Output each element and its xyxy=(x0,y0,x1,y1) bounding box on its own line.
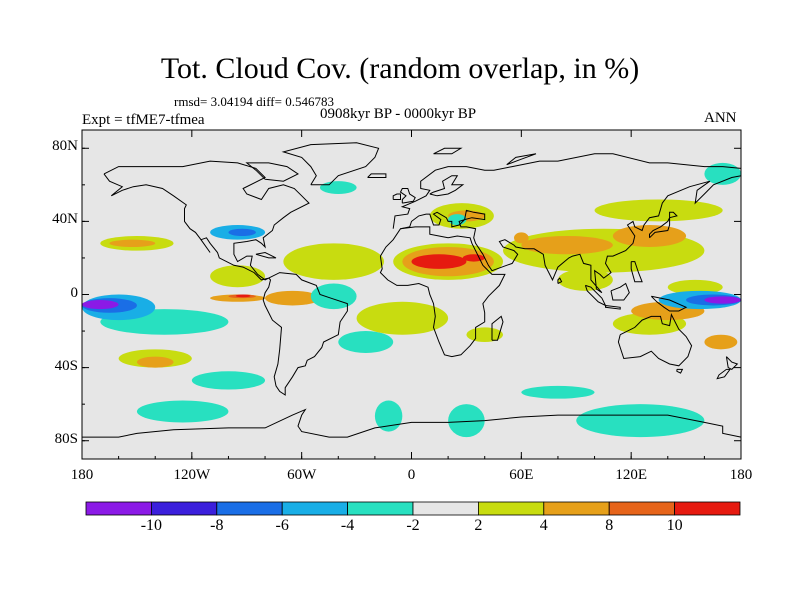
colorbar-bin xyxy=(216,501,283,516)
anomaly-region xyxy=(109,239,156,247)
coastline xyxy=(103,160,310,281)
colorbar-label: 10 xyxy=(666,517,683,534)
experiment-label: Expt = tfME7-tfmea xyxy=(82,112,205,128)
colorbar-bin xyxy=(477,501,545,516)
colorbar-label: 2 xyxy=(474,517,483,534)
y-tick-label: 40N xyxy=(52,211,78,228)
period-label: 0908kyr BP - 0000kyr BP xyxy=(320,106,477,122)
y-tick-label: 80N xyxy=(52,138,78,155)
y-tick-label: 80S xyxy=(54,430,78,447)
y-tick-label: 40S xyxy=(54,357,78,374)
anomaly-region xyxy=(228,228,256,237)
anomaly-region xyxy=(521,236,613,255)
anomaly-region xyxy=(411,254,467,269)
anomaly-region xyxy=(704,296,741,304)
plot-title: Tot. Cloud Cov. (random overlap, in %) xyxy=(160,52,640,85)
coastline xyxy=(399,188,416,204)
coastline xyxy=(610,282,630,301)
anomaly-region xyxy=(283,243,385,280)
anomaly-region xyxy=(319,181,357,194)
coastline xyxy=(429,175,465,197)
coastline xyxy=(255,251,277,259)
x-tick-label: 180 xyxy=(70,467,94,483)
coastline xyxy=(630,261,643,283)
coastline xyxy=(725,356,739,371)
anomaly-region xyxy=(594,199,723,222)
anomaly-region xyxy=(82,299,119,310)
anomaly-region xyxy=(338,331,394,353)
coastline xyxy=(605,305,621,310)
x-tick-label: 120E xyxy=(615,467,647,483)
coastline xyxy=(392,153,742,229)
colorbar-label: 4 xyxy=(539,517,548,534)
anomaly-region xyxy=(514,232,529,244)
colorbar xyxy=(85,501,741,516)
x-tick-label: 60E xyxy=(509,467,534,483)
coastline xyxy=(262,272,348,396)
coastline xyxy=(245,162,299,182)
axis-ticks xyxy=(81,130,742,459)
anomaly-region xyxy=(374,400,403,432)
coastline-layer xyxy=(82,142,742,438)
anomaly-region xyxy=(210,265,266,288)
colorbar-bin xyxy=(543,501,610,516)
colorbar-label: -10 xyxy=(140,517,163,534)
stats-line: rmsd= 3.04194 diff= 0.546783 xyxy=(174,94,334,109)
anomaly-region xyxy=(265,290,320,306)
coastline xyxy=(676,368,684,374)
coastline xyxy=(716,368,731,380)
coastline xyxy=(491,315,504,341)
anomaly-region xyxy=(356,301,449,335)
colorbar-bin xyxy=(674,501,741,516)
x-tick-label: 120W xyxy=(173,467,211,483)
colorbar-bin xyxy=(281,501,349,516)
anomaly-region xyxy=(448,404,485,438)
anomaly-region xyxy=(136,356,174,368)
colorbar-label: 8 xyxy=(605,517,614,534)
anomaly-region xyxy=(235,294,251,298)
coastline xyxy=(617,313,693,367)
anomaly-region xyxy=(557,268,613,291)
anomaly-region xyxy=(667,279,723,295)
anomaly-region xyxy=(310,283,357,310)
coastline xyxy=(400,175,742,294)
colorbar-label: -6 xyxy=(275,517,289,534)
coastline xyxy=(669,211,678,219)
coastline xyxy=(557,277,563,284)
x-tick-label: 0 xyxy=(407,467,416,483)
colorbar-label: -2 xyxy=(406,517,420,534)
anomaly-region xyxy=(462,254,485,262)
anomaly-region xyxy=(136,400,229,423)
anomaly-field-layer xyxy=(82,162,742,438)
anomaly-region xyxy=(521,385,595,399)
coastline xyxy=(367,173,387,178)
colorbar-bin xyxy=(608,501,676,516)
coastline xyxy=(650,295,688,312)
colorbar-bin xyxy=(85,501,152,516)
y-tick-label: 0 xyxy=(70,284,79,301)
colorbar-bin xyxy=(412,501,479,516)
coastline xyxy=(82,408,742,438)
anomaly-region xyxy=(704,334,738,350)
coastline xyxy=(392,193,401,200)
anomaly-region xyxy=(191,371,266,390)
anomaly-region xyxy=(576,404,705,438)
coastline xyxy=(506,153,537,166)
coastline xyxy=(649,217,671,239)
x-tick-label: 180 xyxy=(729,467,753,483)
anomaly-region xyxy=(704,162,741,185)
colorbar-bin xyxy=(347,501,414,516)
season-label: ANN xyxy=(704,110,737,126)
colorbar-label: -4 xyxy=(340,517,355,534)
coastline xyxy=(433,147,463,155)
colorbar-bin xyxy=(150,501,218,516)
coastline xyxy=(379,226,506,358)
colorbar-label: -8 xyxy=(210,517,224,534)
x-tick-label: 60W xyxy=(287,467,317,483)
coastline xyxy=(281,142,380,186)
